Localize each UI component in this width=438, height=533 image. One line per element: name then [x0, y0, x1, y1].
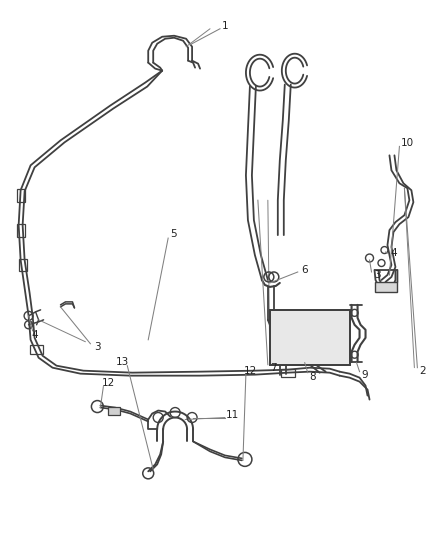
Bar	[19, 259, 27, 271]
Bar	[17, 189, 25, 201]
Text: 3: 3	[94, 342, 101, 352]
Text: 1: 1	[222, 21, 228, 31]
Bar	[270, 310, 350, 365]
Bar	[374, 282, 397, 292]
Text: 7: 7	[271, 362, 277, 373]
Text: 13: 13	[116, 357, 129, 367]
Text: 4: 4	[390, 248, 397, 258]
Text: 8: 8	[309, 372, 316, 382]
Text: 4: 4	[31, 330, 38, 340]
Text: 10: 10	[401, 139, 414, 148]
Bar	[270, 310, 350, 365]
Text: 3: 3	[374, 270, 381, 280]
Bar	[17, 224, 25, 237]
Text: 9: 9	[361, 370, 368, 379]
Text: 12: 12	[244, 366, 258, 376]
Bar	[281, 369, 295, 377]
Text: 2: 2	[419, 366, 426, 376]
Text: 11: 11	[225, 409, 239, 419]
Bar	[108, 407, 120, 415]
Text: 5: 5	[170, 229, 177, 239]
Text: 12: 12	[102, 378, 115, 387]
Text: 6: 6	[301, 265, 308, 275]
Bar	[30, 345, 43, 354]
